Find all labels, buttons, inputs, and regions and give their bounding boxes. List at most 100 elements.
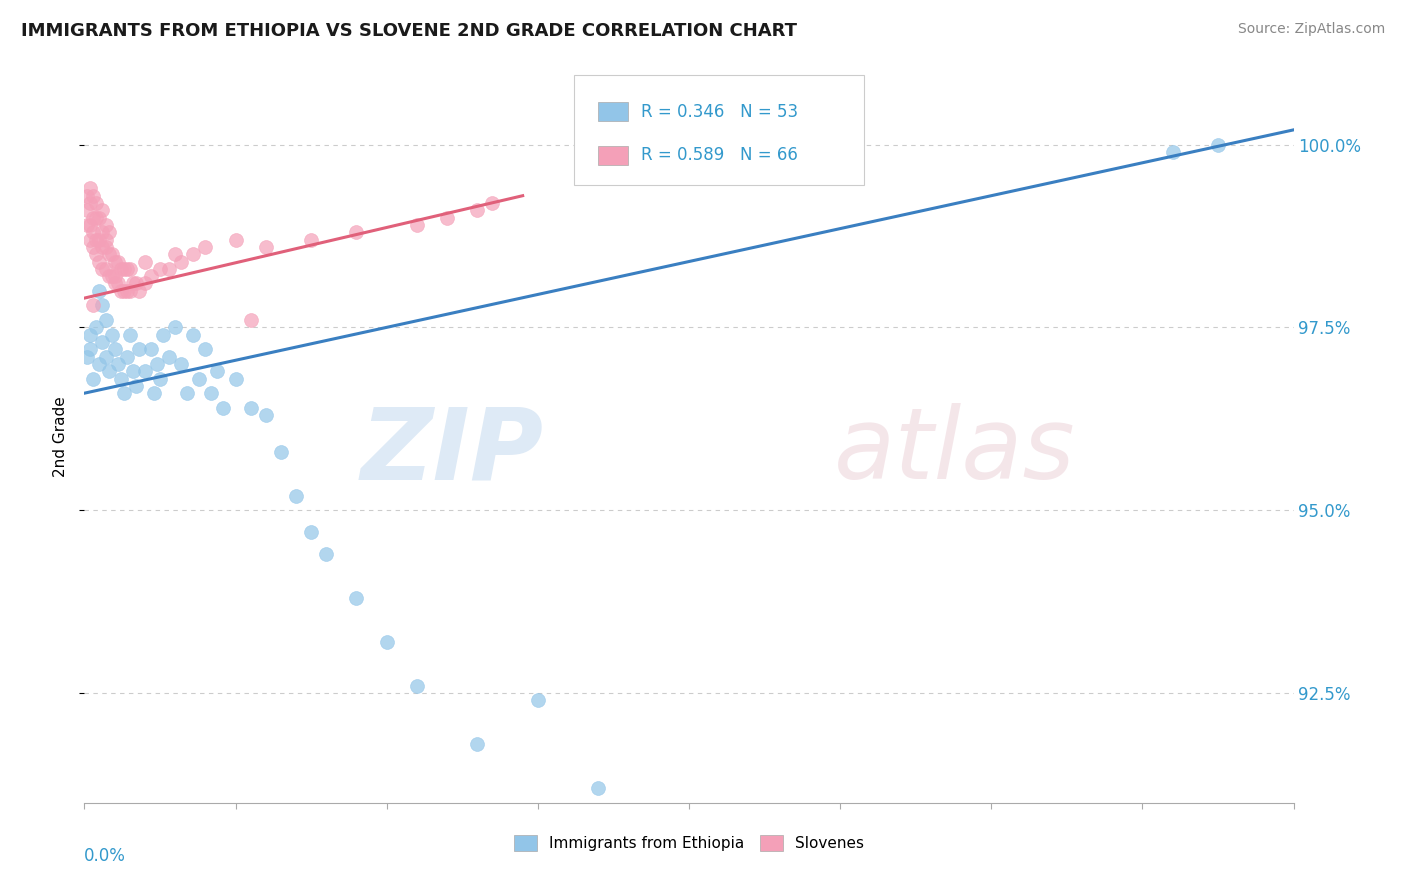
Point [76,188,98,202]
Point [152,327,174,342]
Point [125,379,148,393]
Point [76,350,98,364]
Point [86,211,108,225]
Point [285,489,308,503]
Point [91,203,114,218]
Point [270,444,292,458]
Point [121,277,143,291]
Point [76,203,98,218]
Point [97,269,120,284]
Point [165,320,187,334]
Point [375,635,398,649]
Point [121,364,143,378]
Point [1161,145,1184,159]
Point [118,284,141,298]
Text: R = 0.589   N = 66: R = 0.589 N = 66 [641,146,797,164]
Point [225,371,247,385]
Point [82,298,104,312]
Point [157,261,180,276]
Point [86,320,108,334]
Point [107,277,129,291]
Legend: Immigrants from Ethiopia, Slovenes: Immigrants from Ethiopia, Slovenes [508,830,870,857]
Point [134,254,156,268]
Point [89,233,111,247]
Point [91,225,114,239]
Point [146,357,169,371]
Point [170,254,193,268]
Point [82,225,104,239]
FancyBboxPatch shape [599,103,628,120]
Point [194,343,217,357]
Point [112,261,135,276]
Text: Source: ZipAtlas.com: Source: ZipAtlas.com [1237,22,1385,37]
Point [346,225,368,239]
Point [212,401,235,415]
Point [94,240,117,254]
Point [89,284,111,298]
Point [89,357,111,371]
Point [467,737,489,751]
Point [170,357,193,371]
Text: 0.0%: 0.0% [84,847,127,864]
Point [91,334,114,349]
Point [134,364,156,378]
Point [86,233,108,247]
Point [104,277,127,291]
Point [181,247,204,261]
Point [527,693,550,707]
Point [100,269,122,284]
Point [97,364,120,378]
Point [91,298,114,312]
Point [128,284,150,298]
Point [107,254,129,268]
Point [139,269,162,284]
Point [315,547,337,561]
Point [79,218,101,232]
Point [481,196,503,211]
FancyBboxPatch shape [574,75,865,185]
Point [89,254,111,268]
Point [118,327,141,342]
Point [346,591,368,605]
Point [115,350,138,364]
Point [110,261,132,276]
Point [165,247,187,261]
FancyBboxPatch shape [599,146,628,165]
Point [82,240,104,254]
Point [91,240,114,254]
Point [94,350,117,364]
Point [467,203,489,218]
Point [128,343,150,357]
Point [104,343,127,357]
Point [406,218,429,232]
Point [79,343,101,357]
Point [86,196,108,211]
Point [254,240,277,254]
Point [94,313,117,327]
Point [86,247,108,261]
Point [94,233,117,247]
Point [176,386,198,401]
Point [299,233,322,247]
Point [254,408,277,422]
Point [239,313,262,327]
Text: R = 0.346   N = 53: R = 0.346 N = 53 [641,103,797,120]
Text: ZIP: ZIP [361,403,544,500]
Point [225,233,247,247]
Y-axis label: 2nd Grade: 2nd Grade [53,397,69,477]
Point [239,401,262,415]
Point [1206,137,1229,152]
Point [82,188,104,202]
Point [89,211,111,225]
Point [142,386,165,401]
Point [110,371,132,385]
Point [79,196,101,211]
Point [100,247,122,261]
Point [79,181,101,195]
Point [299,525,322,540]
Point [181,327,204,342]
Point [194,240,217,254]
Point [115,284,138,298]
Point [207,364,229,378]
Point [76,218,98,232]
